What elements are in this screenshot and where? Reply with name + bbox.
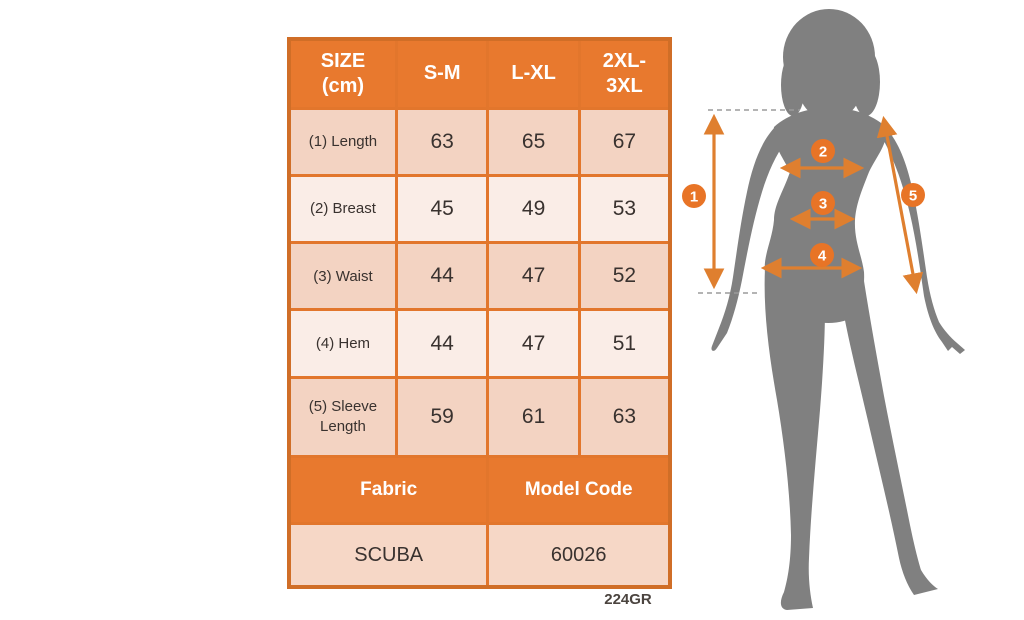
measurement-diagram: 1 2 3 4 5 <box>670 0 1024 620</box>
sleeve-measure-arrow <box>876 115 924 295</box>
marker-3: 3 <box>811 191 835 215</box>
marker-1-circle <box>682 184 706 208</box>
column-header-size: SIZE (cm) <box>287 37 398 110</box>
marker-2-number: 2 <box>819 144 827 161</box>
marker-3-number: 3 <box>819 196 827 213</box>
marker-5: 5 <box>901 183 925 207</box>
marker-5-number: 5 <box>909 188 917 205</box>
table-row-sleeve-length: (5) Sleeve Length 59 61 63 <box>287 375 672 459</box>
product-weight-note: 224GR <box>604 591 652 608</box>
column-header-sm: S-M <box>394 37 490 110</box>
fabric-header: Fabric <box>287 455 490 526</box>
cell-sleeve-lxl: 61 <box>486 375 581 459</box>
table-footer-header-row: Fabric Model Code <box>287 455 672 526</box>
cell-breast-sm: 45 <box>394 173 490 245</box>
table-header-row: SIZE (cm) S-M L-XL 2XL- 3XL <box>287 37 672 110</box>
fabric-value: SCUBA <box>287 522 490 589</box>
marker-1-number: 1 <box>690 189 698 206</box>
cell-breast-2xl3xl: 53 <box>577 173 672 245</box>
cell-length-2xl3xl: 67 <box>577 106 672 177</box>
cell-hem-2xl3xl: 51 <box>577 308 672 379</box>
cell-breast-lxl: 49 <box>486 173 581 245</box>
marker-2-circle <box>811 139 835 163</box>
marker-4: 4 <box>810 243 834 267</box>
cell-sleeve-2xl3xl: 63 <box>577 375 672 459</box>
cell-waist-sm: 44 <box>394 241 490 312</box>
row-label-length: (1) Length <box>287 106 398 177</box>
row-label-waist: (3) Waist <box>287 241 398 312</box>
cell-sleeve-sm: 59 <box>394 375 490 459</box>
cell-waist-2xl3xl: 52 <box>577 241 672 312</box>
table-row-hem: (4) Hem 44 47 51 <box>287 308 672 379</box>
row-label-sleeve-length: (5) Sleeve Length <box>287 375 398 459</box>
model-code-value: 60026 <box>486 522 672 589</box>
size-chart-table: SIZE (cm) S-M L-XL 2XL- 3XL (1) Length 6… <box>287 37 672 589</box>
cell-hem-sm: 44 <box>394 308 490 379</box>
marker-4-number: 4 <box>818 248 827 265</box>
marker-3-circle <box>811 191 835 215</box>
model-code-header: Model Code <box>486 455 672 526</box>
table-row-length: (1) Length 63 65 67 <box>287 106 672 177</box>
column-header-2xl3xl: 2XL- 3XL <box>577 37 672 110</box>
table-row-waist: (3) Waist 44 47 52 <box>287 241 672 312</box>
cell-length-sm: 63 <box>394 106 490 177</box>
table-row-breast: (2) Breast 45 49 53 <box>287 173 672 245</box>
cell-length-lxl: 65 <box>486 106 581 177</box>
marker-1: 1 <box>682 184 706 208</box>
table-footer-value-row: SCUBA 60026 <box>287 522 672 589</box>
row-label-hem: (4) Hem <box>287 308 398 379</box>
column-header-lxl: L-XL <box>486 37 581 110</box>
marker-5-circle <box>901 183 925 207</box>
cell-waist-lxl: 47 <box>486 241 581 312</box>
marker-4-circle <box>810 243 834 267</box>
cell-hem-lxl: 47 <box>486 308 581 379</box>
row-label-breast: (2) Breast <box>287 173 398 245</box>
woman-silhouette <box>711 9 965 610</box>
marker-2: 2 <box>811 139 835 163</box>
